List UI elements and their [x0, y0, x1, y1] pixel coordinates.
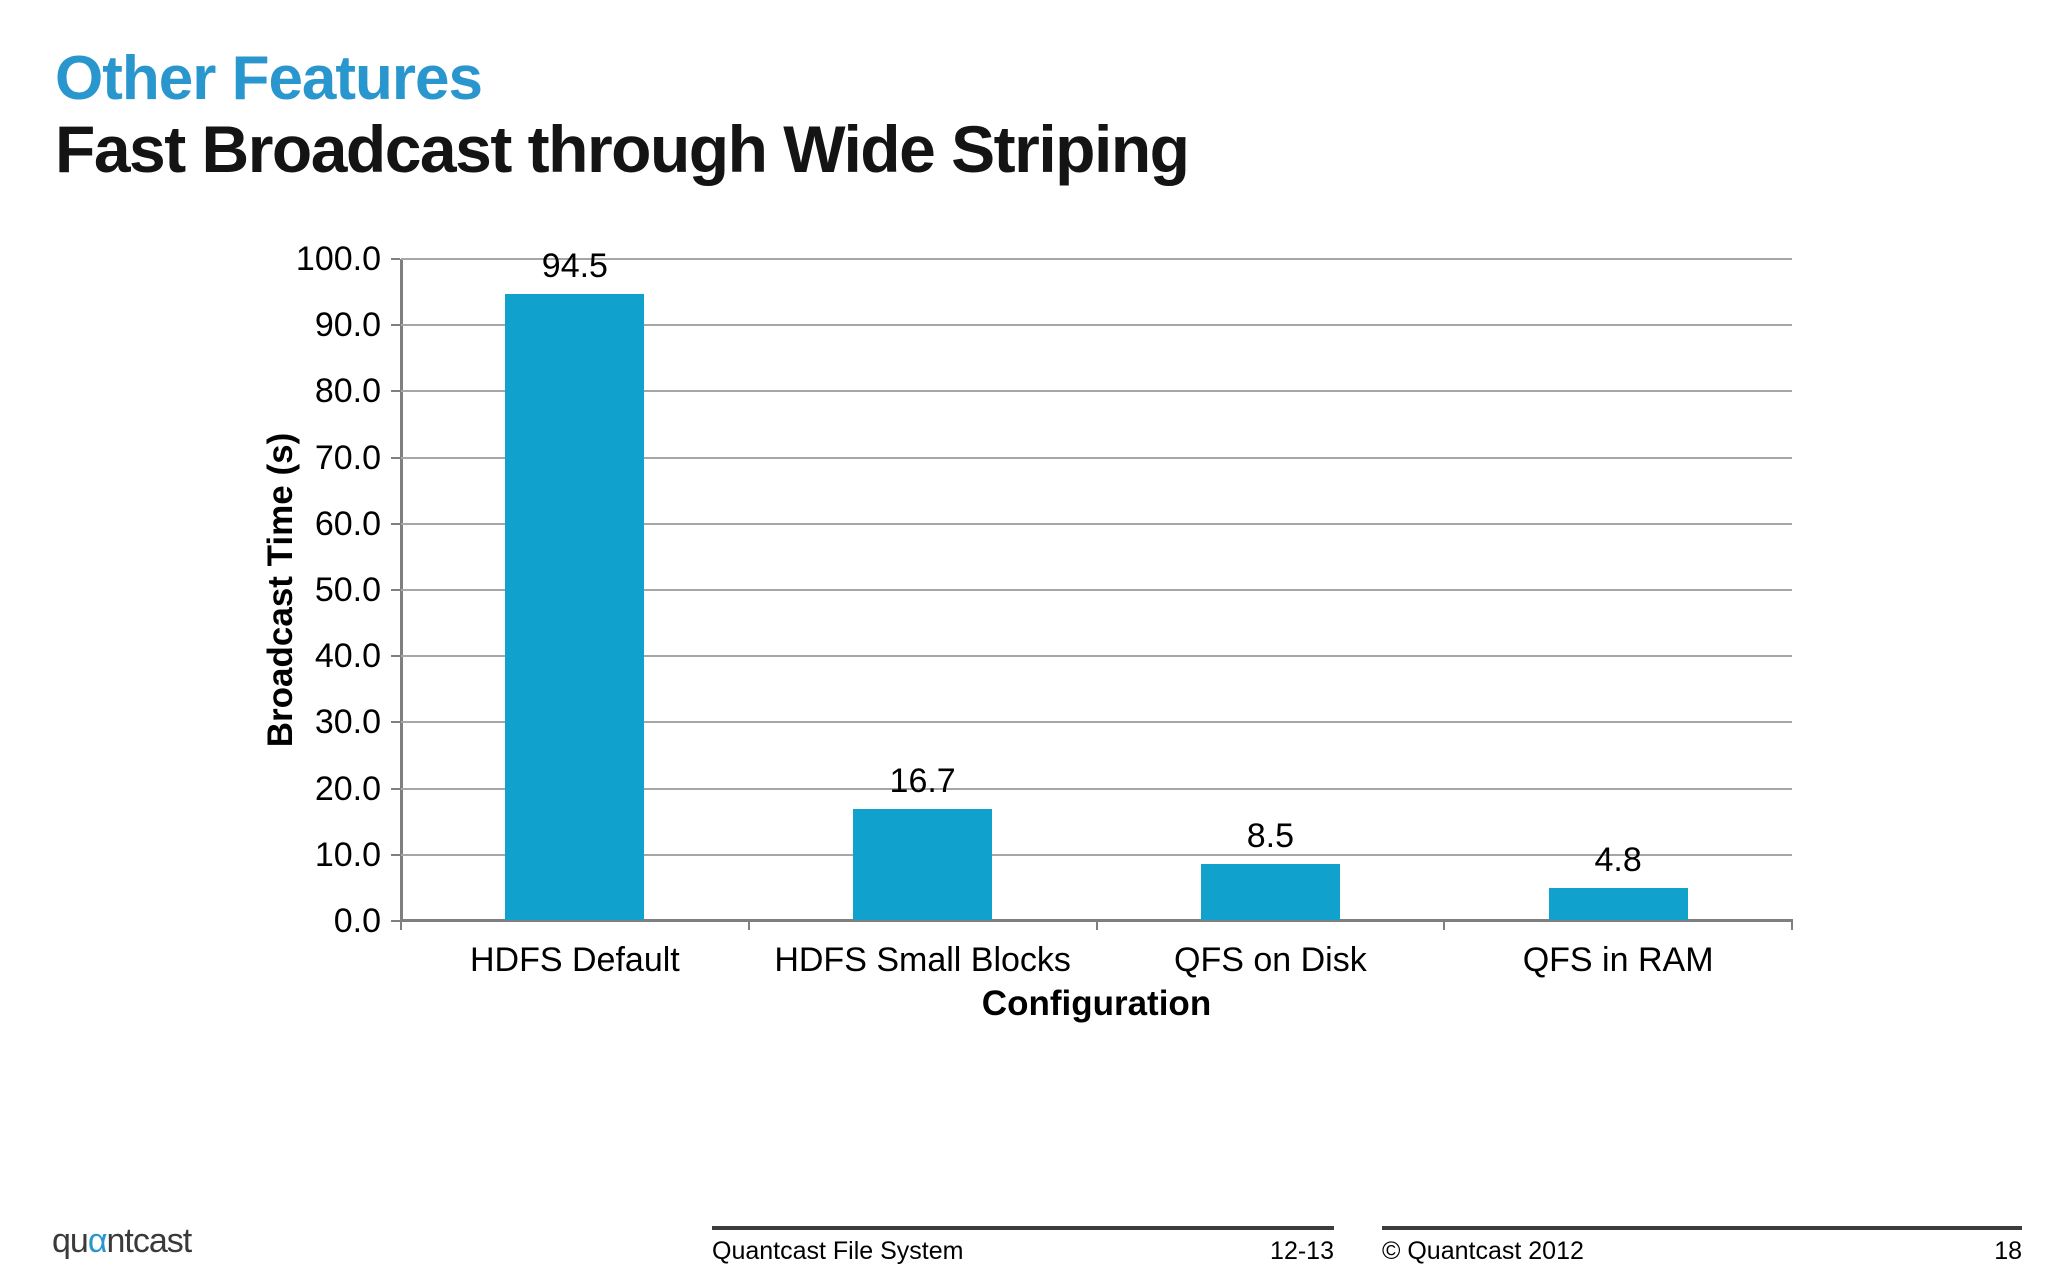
y-axis-tick-label: 70.0 — [314, 438, 381, 477]
y-axis-tick-label: 60.0 — [314, 504, 381, 543]
y-axis-tick-label: 30.0 — [314, 703, 381, 742]
gridline — [401, 522, 1792, 525]
y-axis-tick-label: 10.0 — [314, 835, 381, 874]
x-category-label: HDFS Default — [470, 941, 680, 979]
quantcast-logo: quαntcast — [52, 1222, 192, 1261]
x-axis-tick — [1095, 921, 1098, 930]
bar — [505, 294, 645, 920]
footer-left-rule — [712, 1226, 1334, 1230]
x-axis-tick — [1443, 921, 1446, 930]
logo-alpha-glyph: α — [87, 1222, 108, 1260]
logo-text-suffix: ntcast — [106, 1222, 192, 1260]
x-category-label: HDFS Small Blocks — [774, 941, 1071, 979]
y-axis-tick-label: 50.0 — [314, 571, 381, 609]
y-axis-tick-label: 100.0 — [295, 240, 381, 278]
bar — [1548, 888, 1688, 920]
gridline — [401, 853, 1792, 856]
footer-copyright: © Quantcast 2012 — [1382, 1237, 1584, 1265]
logo-text-prefix: qu — [52, 1222, 89, 1260]
y-axis-tick-label: 90.0 — [314, 306, 381, 345]
x-axis-tick — [747, 921, 750, 930]
bar-value-label: 16.7 — [889, 762, 956, 801]
gridline — [401, 721, 1792, 724]
bar — [853, 809, 993, 920]
y-axis-tick — [391, 655, 400, 658]
bar-value-label: 94.5 — [541, 247, 608, 286]
y-axis-tick — [391, 456, 400, 459]
slide-kicker: Other Features — [55, 44, 483, 113]
gridline — [401, 324, 1792, 327]
x-axis-line — [400, 919, 1793, 922]
y-axis-tick — [391, 787, 400, 790]
footer-right-block: © Quantcast 2012 18 — [1382, 1226, 2022, 1266]
x-category-label: QFS in RAM — [1522, 941, 1714, 979]
gridline — [401, 390, 1792, 393]
y-axis-tick — [391, 324, 400, 327]
footer-left-block: Quantcast File System 12-13 — [712, 1226, 1334, 1266]
y-axis-tick-label: 20.0 — [314, 769, 381, 808]
y-axis-tick — [391, 390, 400, 393]
bar-value-label: 4.8 — [1594, 841, 1642, 880]
gridline — [401, 456, 1792, 459]
y-axis-tick — [391, 853, 400, 856]
footer-page-range: 12-13 — [1270, 1237, 1334, 1265]
slide-title: Fast Broadcast through Wide Striping — [55, 112, 1190, 186]
y-axis-tick-label: 40.0 — [314, 637, 381, 676]
y-axis-tick — [391, 589, 400, 591]
y-axis-tick-label: 0.0 — [333, 902, 381, 940]
gridline — [401, 787, 1792, 790]
gridline — [401, 655, 1792, 658]
plot-area: 94.5 16.7 8.5 4.8 — [391, 247, 1793, 930]
y-axis-tick — [391, 920, 400, 922]
gridline — [401, 258, 1792, 260]
footer-doc-title: Quantcast File System — [712, 1237, 964, 1265]
x-axis-tick — [400, 921, 402, 930]
y-axis-tick-label: 80.0 — [314, 372, 381, 411]
footer-right-rule — [1382, 1226, 2022, 1230]
x-axis-title: Configuration — [981, 984, 1212, 1023]
footer-page-number: 18 — [1994, 1237, 2022, 1265]
x-category-label: QFS on Disk — [1174, 941, 1367, 979]
x-axis-tick — [1791, 921, 1793, 930]
y-axis-tick — [391, 721, 400, 724]
bar-value-label: 8.5 — [1246, 816, 1294, 855]
y-axis-tick — [391, 522, 400, 525]
bar — [1200, 863, 1340, 920]
y-axis-tick — [391, 258, 400, 260]
gridline — [401, 589, 1792, 591]
